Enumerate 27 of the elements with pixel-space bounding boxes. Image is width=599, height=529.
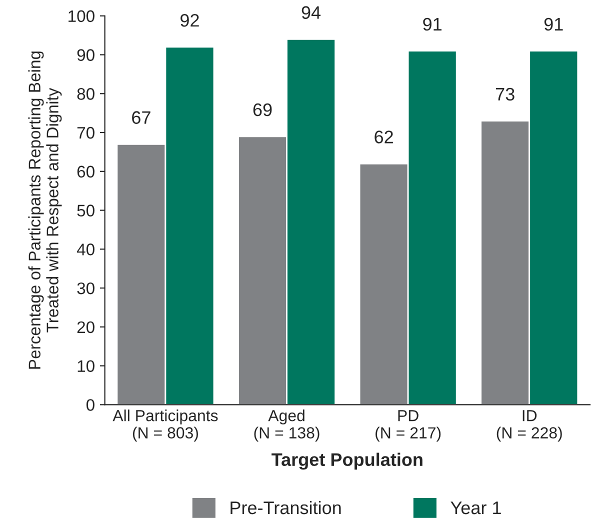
y-tick-label: 100 — [68, 10, 94, 22]
data-label: 62 — [374, 130, 393, 144]
data-label: 73 — [496, 88, 514, 101]
legend-label: Pre-Transition — [230, 500, 341, 514]
data-label: 92 — [180, 14, 199, 27]
y-axis-title: Percentage of Participants Reporting Being Treated with Respect and Dignity — [28, 52, 62, 369]
y-tick-label: 70 — [77, 126, 94, 139]
data-label: 91 — [544, 18, 563, 31]
x-tick-label: All Participants (N = 803) — [112, 410, 218, 442]
x-tick-label: Aged (N = 138) — [254, 410, 320, 442]
y-tick-label: 90 — [77, 49, 94, 61]
data-label: 94 — [302, 6, 321, 19]
x-tick-label: ID (N = 228) — [496, 410, 562, 442]
y-tick-label: 30 — [77, 282, 94, 294]
y-tick-label: 10 — [78, 360, 94, 372]
y-tick-label: 80 — [77, 88, 94, 100]
y-tick-label: 60 — [77, 166, 94, 178]
data-label: 69 — [253, 103, 272, 116]
data-label: 91 — [423, 18, 442, 31]
y-tick-label: 50 — [77, 204, 94, 216]
y-tick-label: 40 — [76, 244, 94, 256]
data-label: 67 — [132, 111, 150, 124]
x-tick-label: PD (N = 217) — [376, 410, 441, 442]
x-axis-title: Target Population — [272, 452, 422, 470]
y-tick-label: 20 — [77, 321, 94, 334]
y-tick-label: 0 — [86, 399, 94, 411]
legend-label: Year 1 — [450, 502, 501, 514]
